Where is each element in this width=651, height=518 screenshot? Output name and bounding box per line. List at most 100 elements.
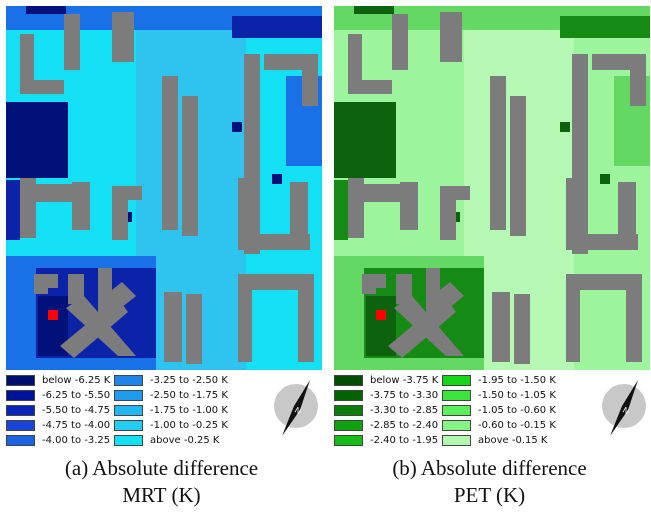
- compass-letter: N: [293, 405, 303, 416]
- compass-arrow: [282, 380, 310, 436]
- legend-swatch: [442, 420, 471, 431]
- building: [396, 274, 412, 304]
- building: [514, 294, 530, 364]
- legend-entry: -3.30 to -2.85 K: [334, 404, 448, 417]
- legend-swatch: [6, 390, 35, 401]
- building: [34, 274, 48, 294]
- building: [348, 34, 362, 80]
- legend-label: -6.25 to -5.50 K: [42, 390, 120, 401]
- map-mrt: [6, 6, 322, 370]
- legend-swatch: [6, 435, 35, 446]
- building: [68, 274, 84, 304]
- legend-entry: -1.05 to -0.60 K: [442, 404, 556, 417]
- building: [510, 96, 526, 236]
- legend-label: -2.40 to -1.95 K: [370, 435, 448, 446]
- building: [392, 14, 408, 70]
- north-arrow-icon: N: [602, 380, 646, 436]
- cool-zone: [6, 180, 20, 240]
- legend-swatch: [442, 435, 471, 446]
- legend-swatch: [114, 420, 143, 431]
- building: [490, 76, 506, 230]
- legend-label: -0.60 to -0.15 K: [478, 420, 556, 431]
- cool-zone: [334, 102, 396, 178]
- building: [298, 274, 314, 362]
- caption-line2: PET (K): [453, 483, 526, 507]
- building: [238, 274, 314, 290]
- building: [618, 182, 636, 250]
- building: [592, 54, 646, 70]
- building: [426, 268, 440, 318]
- legend-entry: -4.00 to -3.25 K: [6, 434, 120, 447]
- legend-entry: below -6.25 K: [6, 374, 110, 387]
- caption-pet: (b) Absolute difference PET (K): [328, 455, 651, 509]
- legend-entry: below -3.75 K: [334, 374, 438, 387]
- legend-label: -3.75 to -3.30 K: [370, 390, 448, 401]
- legend-swatch: [334, 420, 363, 431]
- building: [566, 178, 582, 250]
- legend-entry: -6.25 to -5.50 K: [6, 389, 120, 402]
- building: [112, 186, 128, 240]
- building: [238, 274, 252, 362]
- caption-line1: (a) Absolute difference: [64, 456, 259, 480]
- location-marker: [48, 310, 58, 320]
- caption-line1: (b) Absolute difference: [392, 456, 587, 480]
- legend-label: -4.75 to -4.00 K: [42, 420, 120, 431]
- cool-zone: [334, 180, 348, 240]
- legend-swatch: [334, 405, 363, 416]
- building-diagonal: [430, 282, 464, 312]
- legend-label: -5.50 to -4.75 K: [42, 405, 120, 416]
- cool-zone: [26, 6, 66, 14]
- legend-swatch: [114, 435, 143, 446]
- caption-mrt: (a) Absolute difference MRT (K): [0, 455, 323, 509]
- legend-swatch: [442, 375, 471, 386]
- building-diagonal: [60, 298, 128, 358]
- building: [566, 274, 642, 290]
- legend-entry: -0.60 to -0.15 K: [442, 419, 556, 432]
- building: [182, 96, 198, 236]
- legend-label: -1.05 to -0.60 K: [478, 405, 556, 416]
- cool-spot: [272, 174, 282, 184]
- legend-swatch: [6, 375, 35, 386]
- legend-label: -3.25 to -2.50 K: [150, 375, 228, 386]
- building: [162, 76, 178, 230]
- building: [400, 182, 418, 230]
- building: [126, 186, 142, 200]
- legend-entry: -2.40 to -1.95 K: [334, 434, 448, 447]
- legend-label: -1.00 to -0.25 K: [150, 420, 228, 431]
- legend-label: -2.85 to -2.40 K: [370, 420, 448, 431]
- legend-entry: -2.50 to -1.75 K: [114, 389, 228, 402]
- legend-entry: -5.50 to -4.75 K: [6, 404, 120, 417]
- legend-label: -1.50 to -1.05 K: [478, 390, 556, 401]
- building: [492, 292, 510, 362]
- building: [64, 14, 80, 70]
- building: [348, 80, 392, 94]
- building: [440, 12, 462, 62]
- cool-spot: [232, 122, 242, 132]
- cool-spot: [600, 174, 610, 184]
- building-diagonal: [388, 298, 456, 358]
- cool-spot: [560, 122, 570, 132]
- north-arrow-icon: N: [274, 380, 318, 436]
- legend-label: -1.95 to -1.50 K: [478, 375, 556, 386]
- location-marker: [376, 310, 386, 320]
- cool-zone: [6, 102, 68, 178]
- legend-label: above -0.25 K: [150, 435, 220, 446]
- building: [630, 70, 646, 106]
- legend-swatch: [114, 390, 143, 401]
- legend-label: above -0.15 K: [478, 435, 548, 446]
- legend-label: -1.75 to -1.00 K: [150, 405, 228, 416]
- legend-entry: -1.95 to -1.50 K: [442, 374, 556, 387]
- building-diagonal: [102, 282, 136, 312]
- legend-label: below -6.25 K: [42, 375, 111, 386]
- cool-zone: [354, 6, 394, 14]
- building: [72, 182, 90, 230]
- legend-swatch: [334, 375, 363, 386]
- building: [290, 182, 308, 250]
- legend-label: -2.50 to -1.75 K: [150, 390, 228, 401]
- panel-pet: below -3.75 K -3.75 to -3.30 K -3.30 to -2…: [328, 0, 651, 518]
- legend-entry: above -0.25 K: [114, 434, 219, 447]
- building: [440, 186, 456, 240]
- legend-entry: -1.00 to -0.25 K: [114, 419, 228, 432]
- legend-swatch: [442, 390, 471, 401]
- legend-entry: -2.85 to -2.40 K: [334, 419, 448, 432]
